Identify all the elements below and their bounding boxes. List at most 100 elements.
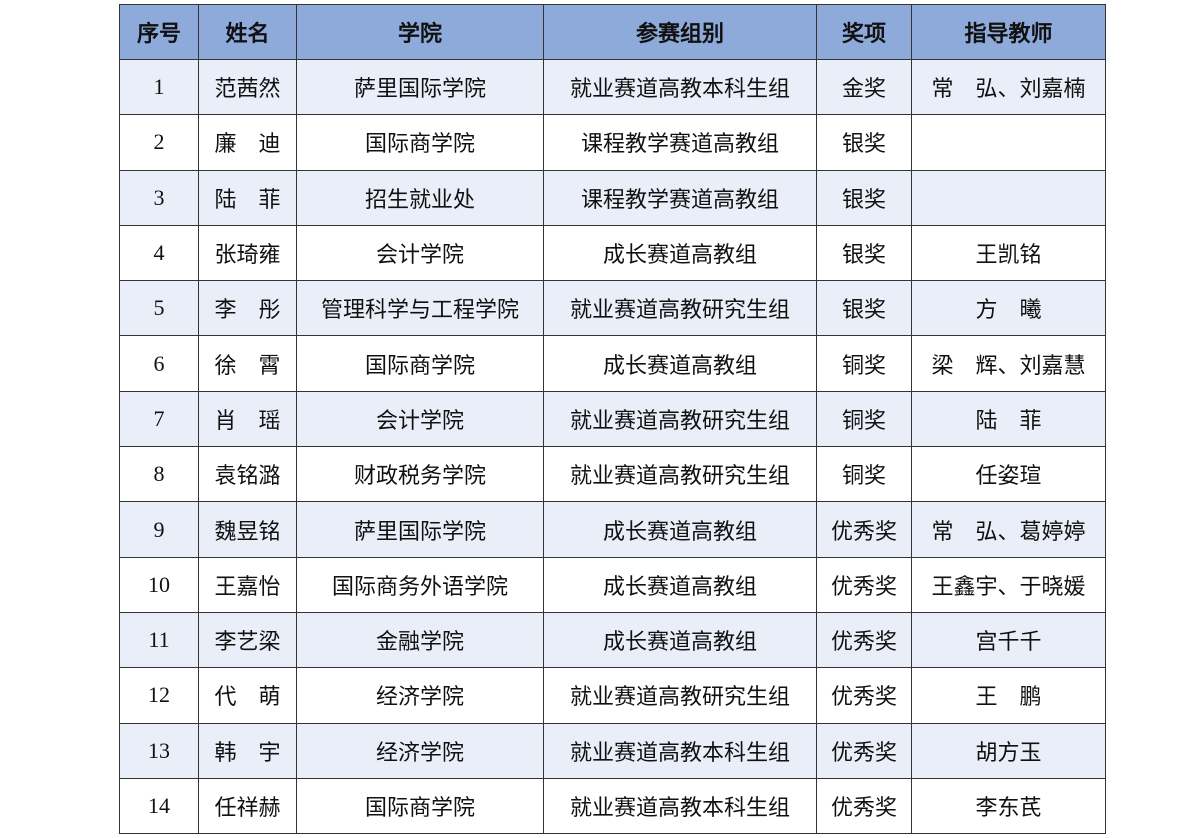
cell-col-college: 萨里国际学院 (296, 58, 544, 116)
cell-col-college: 会计学院 (296, 224, 544, 282)
cell-col-award: 优秀奖 (816, 667, 912, 724)
cell-col-college: 会计学院 (296, 390, 544, 448)
cell-col-group: 就业赛道高教本科生组 (543, 58, 817, 116)
cell-col-name: 代 萌 (198, 667, 297, 724)
cell-col-advisor: 胡方玉 (911, 722, 1106, 779)
cell-col-college: 国际商务外语学院 (296, 556, 544, 613)
cell-col-advisor: 王鑫宇、于晓媛 (911, 556, 1106, 613)
cell-col-advisor: 陆 菲 (911, 390, 1106, 448)
cell-col-group: 就业赛道高教研究生组 (543, 446, 817, 503)
cell-col-group: 成长赛道高教组 (543, 556, 817, 613)
cell-col-award: 银奖 (816, 114, 912, 171)
cell-col-group: 成长赛道高教组 (543, 501, 817, 558)
cell-col-college: 招生就业处 (296, 169, 544, 226)
cell-col-group: 就业赛道高教研究生组 (543, 390, 817, 448)
cell-col-name: 王嘉怡 (198, 556, 297, 613)
cell-col-award: 金奖 (816, 58, 912, 116)
cell-col-index: 2 (119, 114, 199, 171)
cell-col-name: 徐 霄 (198, 335, 297, 392)
cell-col-advisor: 梁 辉、刘嘉慧 (911, 335, 1106, 392)
cell-col-group: 就业赛道高教本科生组 (543, 722, 817, 779)
cell-col-award: 优秀奖 (816, 501, 912, 558)
cell-col-index: 11 (119, 611, 199, 669)
cell-col-group: 课程教学赛道高教组 (543, 169, 817, 226)
table-row: 13 韩 宇经济学院 就业赛道高教本科生组 优秀奖 胡方玉 (119, 722, 1106, 779)
cell-col-name: 范茜然 (198, 58, 297, 116)
cell-col-advisor: 宫千千 (911, 611, 1106, 669)
cell-col-advisor: 方 曦 (911, 280, 1106, 337)
cell-col-award: 优秀奖 (816, 556, 912, 613)
cell-col-college: 金融学院 (296, 611, 544, 669)
header-col-advisor: 指导教师 (911, 4, 1106, 60)
table-header-row: 序号 姓名 学院 参赛组别 奖项 指导教师 (119, 4, 1106, 60)
cell-col-index: 8 (119, 446, 199, 503)
cell-col-index: 14 (119, 777, 199, 835)
cell-col-name: 廉 迪 (198, 114, 297, 171)
cell-col-award: 铜奖 (816, 390, 912, 448)
award-table: 序号 姓名 学院 参赛组别 奖项 指导教师 1 范茜然 萨里国际学院 就业赛道高教本科生组 金奖常… (119, 4, 1106, 835)
cell-col-award: 银奖 (816, 169, 912, 226)
cell-col-index: 3 (119, 169, 199, 226)
header-col-award: 奖项 (816, 4, 912, 60)
table-row: 9 魏昱铭 萨里国际学院 成长赛道高教组 优秀奖常 弘、葛婷婷 (119, 501, 1106, 558)
cell-col-award: 铜奖 (816, 446, 912, 503)
table-row: 4 张琦雍 会计学院 成长赛道高教组 银奖 王凯铭 (119, 224, 1106, 282)
cell-col-award: 优秀奖 (816, 611, 912, 669)
cell-col-name: 李艺梁 (198, 611, 297, 669)
cell-col-advisor: 常 弘、葛婷婷 (911, 501, 1106, 558)
table-row: 10 王嘉怡 国际商务外语学院 成长赛道高教组 优秀奖 王鑫宇、于晓媛 (119, 556, 1106, 613)
cell-col-advisor: 王凯铭 (911, 224, 1106, 282)
table-row: 14 任祥赫 国际商学院 就业赛道高教本科生组 优秀奖 李东芪 (119, 777, 1106, 835)
cell-col-group: 成长赛道高教组 (543, 335, 817, 392)
cell-col-name: 魏昱铭 (198, 501, 297, 558)
cell-col-index: 5 (119, 280, 199, 337)
cell-col-group: 就业赛道高教本科生组 (543, 777, 817, 835)
cell-col-name: 李 彤 (198, 280, 297, 337)
cell-col-college: 国际商学院 (296, 777, 544, 835)
cell-col-name: 肖 瑶 (198, 390, 297, 448)
cell-col-index: 6 (119, 335, 199, 392)
cell-col-advisor: 李东芪 (911, 777, 1106, 835)
cell-col-award: 银奖 (816, 280, 912, 337)
cell-col-name: 张琦雍 (198, 224, 297, 282)
cell-col-college: 萨里国际学院 (296, 501, 544, 558)
cell-col-college: 国际商学院 (296, 114, 544, 171)
header-col-college: 学院 (296, 4, 544, 60)
cell-col-index: 1 (119, 58, 199, 116)
cell-col-advisor: 任姿瑄 (911, 446, 1106, 503)
cell-col-college: 管理科学与工程学院 (296, 280, 544, 337)
header-col-group: 参赛组别 (543, 4, 817, 60)
cell-col-award: 银奖 (816, 224, 912, 282)
cell-col-award: 优秀奖 (816, 777, 912, 835)
cell-col-advisor: 王 鹏 (911, 667, 1106, 724)
cell-col-advisor (911, 169, 1106, 226)
table-row: 1 范茜然 萨里国际学院 就业赛道高教本科生组 金奖常 弘、刘嘉楠 (119, 58, 1106, 116)
header-col-name: 姓名 (198, 4, 297, 60)
cell-col-index: 4 (119, 224, 199, 282)
cell-col-group: 成长赛道高教组 (543, 224, 817, 282)
cell-col-index: 7 (119, 390, 199, 448)
cell-col-index: 12 (119, 667, 199, 724)
table-body: 1 范茜然 萨里国际学院 就业赛道高教本科生组 金奖常 弘、刘嘉楠 2 廉 迪国际商学院 课程… (119, 58, 1106, 835)
header-col-index: 序号 (119, 4, 199, 60)
cell-col-name: 韩 宇 (198, 722, 297, 779)
cell-col-college: 经济学院 (296, 667, 544, 724)
table-row: 8 袁铭潞 财政税务学院 就业赛道高教研究生组 铜奖 任姿瑄 (119, 446, 1106, 503)
cell-col-group: 课程教学赛道高教组 (543, 114, 817, 171)
cell-col-name: 任祥赫 (198, 777, 297, 835)
cell-col-index: 13 (119, 722, 199, 779)
cell-col-college: 经济学院 (296, 722, 544, 779)
cell-col-index: 9 (119, 501, 199, 558)
cell-col-advisor (911, 114, 1106, 171)
cell-col-group: 成长赛道高教组 (543, 611, 817, 669)
cell-col-award: 铜奖 (816, 335, 912, 392)
cell-col-college: 财政税务学院 (296, 446, 544, 503)
table-row: 12 代 萌经济学院 就业赛道高教研究生组 优秀奖王 鹏 (119, 667, 1106, 724)
cell-col-group: 就业赛道高教研究生组 (543, 280, 817, 337)
cell-col-college: 国际商学院 (296, 335, 544, 392)
